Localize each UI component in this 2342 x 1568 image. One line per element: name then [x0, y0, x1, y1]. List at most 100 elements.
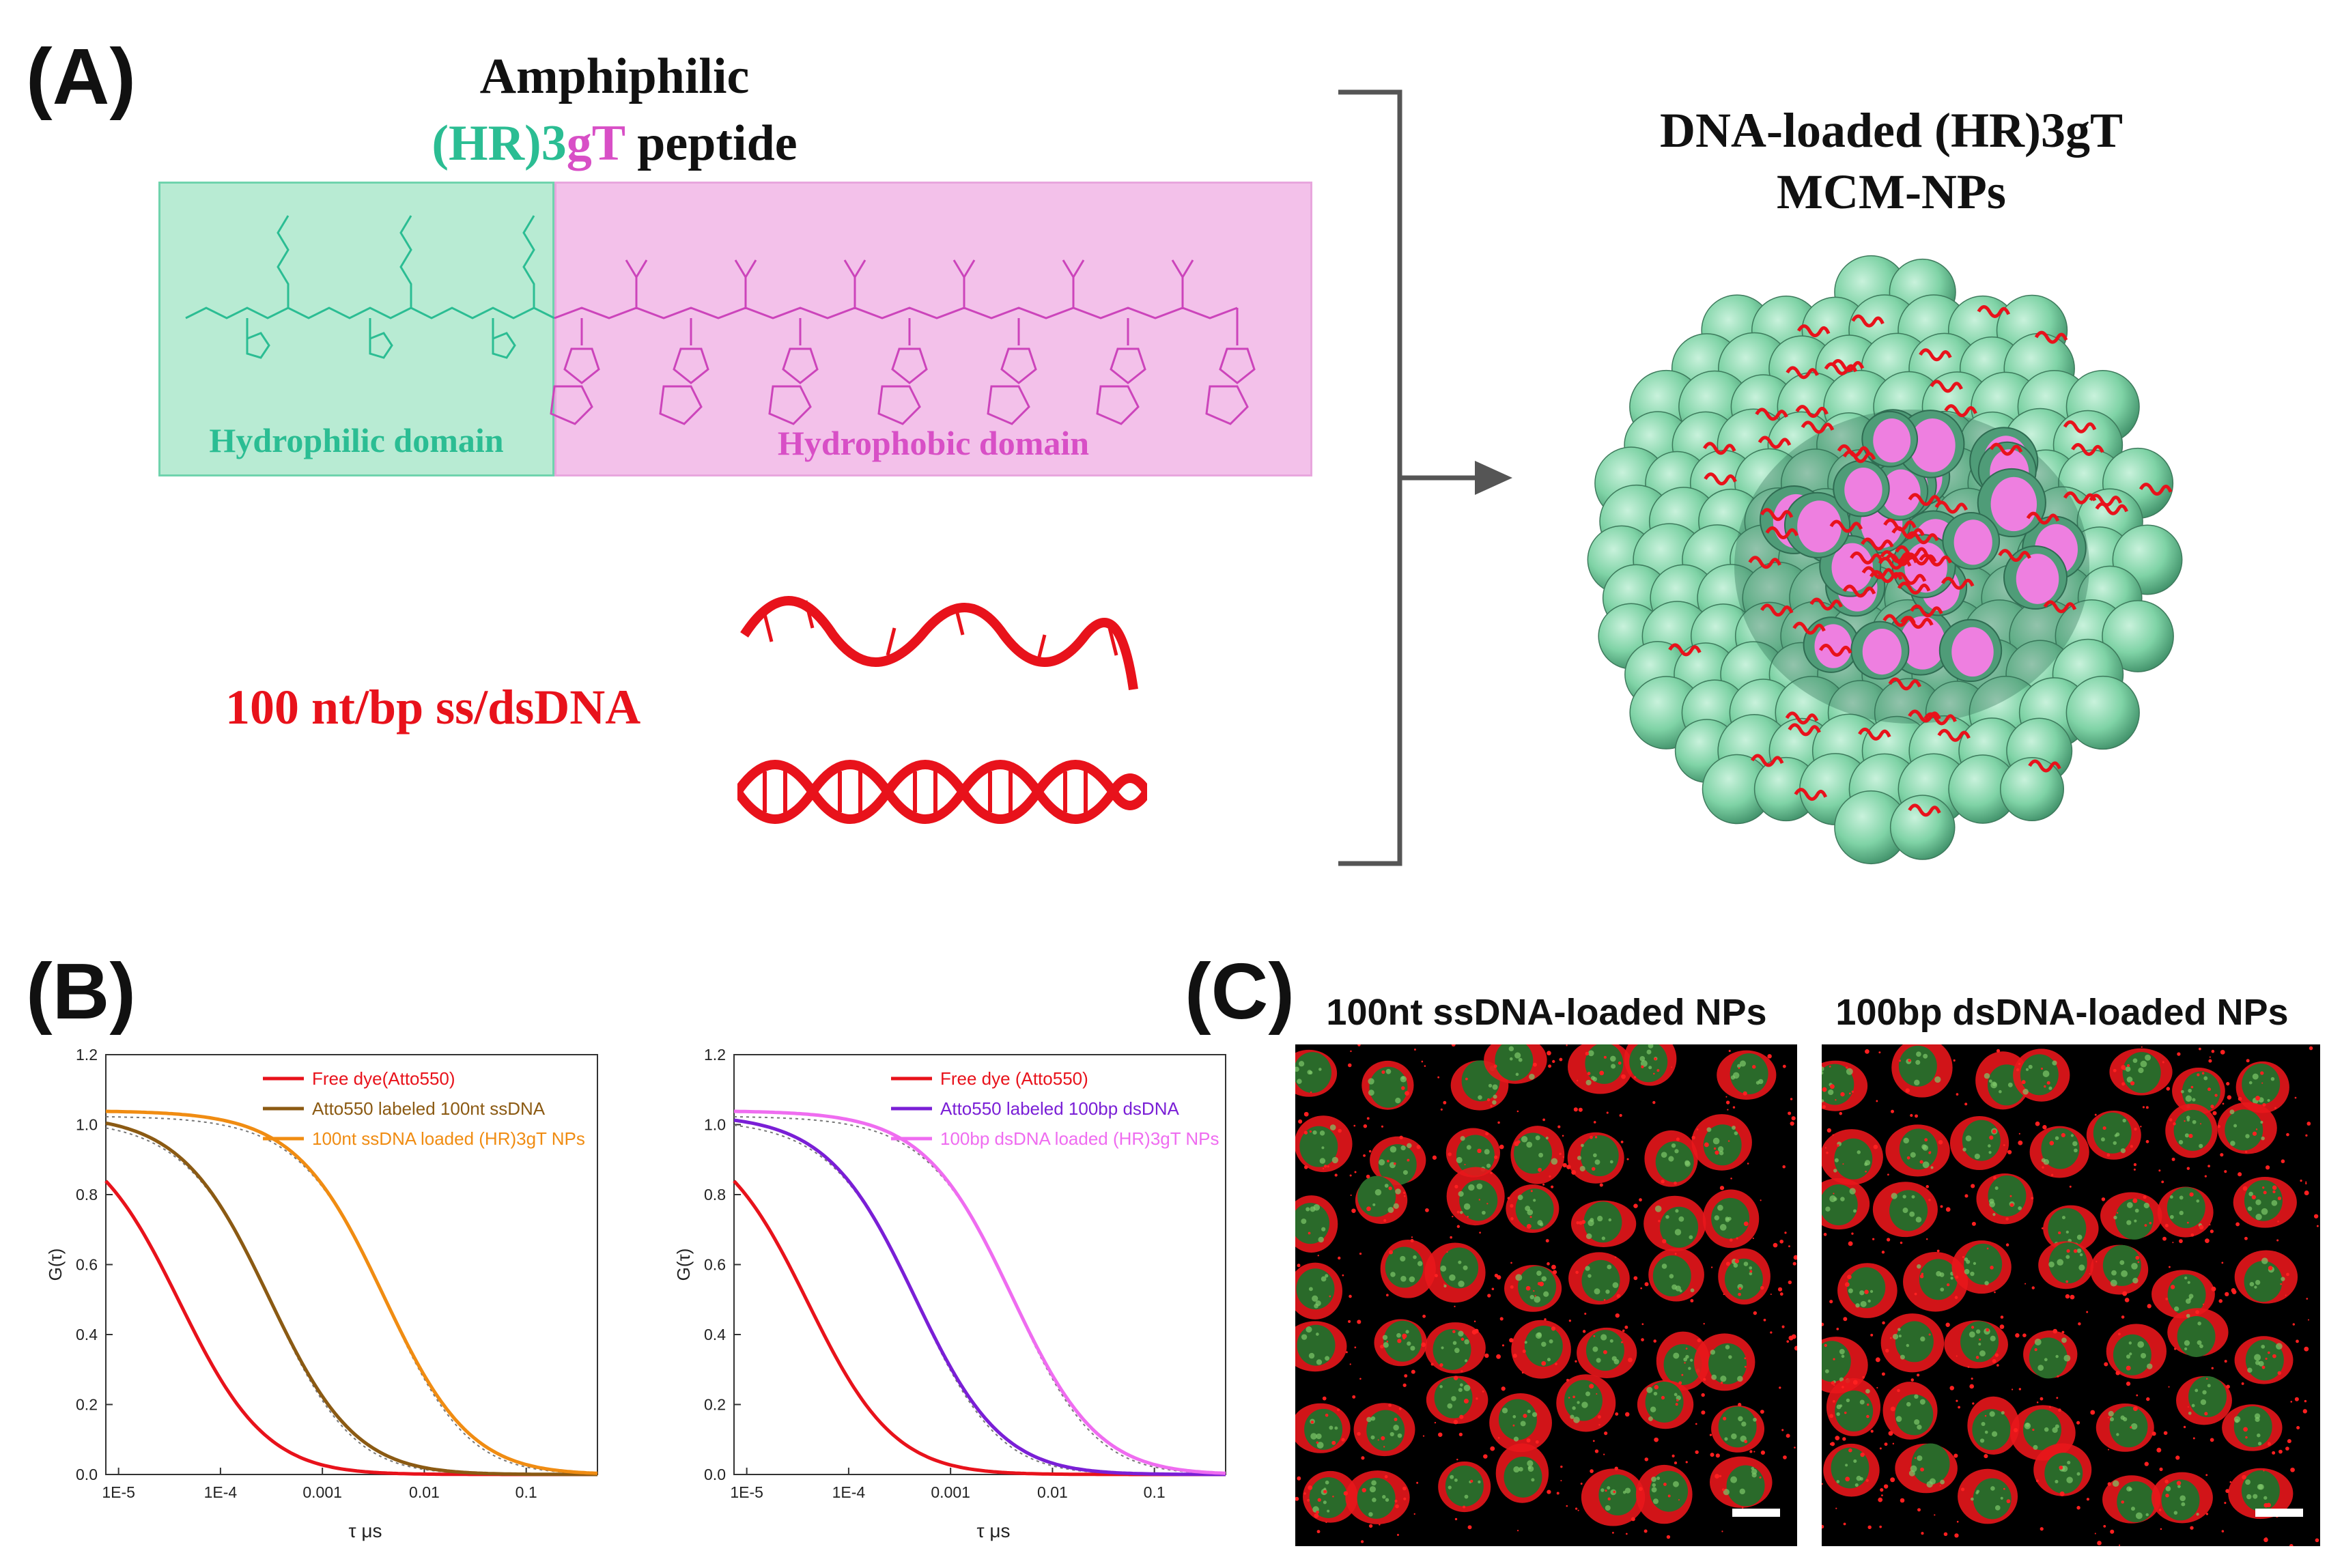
red-speck	[1782, 1165, 1786, 1169]
nucleus-speckle	[2126, 1220, 2132, 1225]
nucleus-speckle	[1906, 1401, 1911, 1407]
x-tick-label: 0.1	[516, 1483, 537, 1501]
nucleus-speckle	[1749, 1272, 1753, 1276]
nucleus-speckle	[1914, 1079, 1920, 1086]
red-speck	[2007, 1150, 2012, 1154]
nucleus-speckle	[1464, 1494, 1469, 1499]
red-speck	[1410, 1239, 1414, 1242]
nucleus-speckle	[1992, 1082, 1997, 1087]
red-speck	[1597, 1415, 1601, 1419]
nucleus-speckle	[1319, 1158, 1326, 1164]
nucleus-speckle	[1297, 1079, 1302, 1084]
surface-dna	[1934, 500, 1969, 514]
red-speck	[1545, 1239, 1549, 1243]
nucleus-speckle	[1310, 1433, 1317, 1440]
nucleus-speckle	[1525, 1206, 1531, 1212]
red-speck	[1992, 1359, 1997, 1363]
nucleus-speckle	[1400, 1145, 1406, 1151]
red-speck	[2018, 1062, 2021, 1066]
cell-nucleus	[1655, 1141, 1694, 1182]
nucleus-speckle	[1822, 1099, 1824, 1102]
red-speck	[1323, 1489, 1327, 1494]
red-speck	[1881, 1251, 1885, 1254]
histidine-ring	[492, 332, 516, 359]
nucleus-speckle	[2169, 1195, 2173, 1199]
red-speck	[2198, 1047, 2201, 1051]
nucleus-speckle	[2076, 1234, 2083, 1240]
surface-dna	[1937, 728, 1971, 742]
red-speck	[1920, 1467, 1924, 1472]
series-line	[105, 1109, 598, 1475]
cell-nucleus	[1369, 1066, 1408, 1108]
cell-nucleus	[2233, 1406, 2272, 1448]
cell-nucleus	[2048, 1242, 2087, 1284]
nucleus-speckle	[2044, 1427, 2049, 1432]
cut-sphere-core	[1881, 469, 1921, 516]
red-speck	[2009, 1195, 2012, 1197]
red-speck	[1824, 1147, 1826, 1149]
nucleus-speckle	[1848, 1288, 1853, 1294]
nucleus-speckle	[2135, 1512, 2143, 1520]
red-speck	[1606, 1111, 1609, 1114]
red-speck	[1510, 1203, 1514, 1208]
nucleus-speckle	[1892, 1333, 1899, 1340]
nucleus-speckle	[1674, 1393, 1678, 1397]
nucleus-speckle	[2131, 1263, 2138, 1270]
red-speck	[1829, 1414, 1834, 1419]
nucleus-speckle	[1312, 1295, 1318, 1302]
red-speck	[2190, 1233, 2195, 1237]
nucleus-speckle	[1543, 1291, 1549, 1297]
red-speck	[1925, 1238, 1928, 1240]
nucleus-speckle	[1929, 1478, 1936, 1485]
surface-dna	[1824, 362, 1858, 375]
nucleus-speckle	[2248, 1191, 2253, 1197]
nucleus-speckle	[1859, 1399, 1865, 1405]
red-speck	[1537, 1282, 1541, 1285]
np-title-line1: DNA-loaded (HR)3gT	[1660, 103, 2123, 158]
nucleus-speckle	[1969, 1331, 1975, 1338]
nucleus-speckle	[1853, 1459, 1857, 1463]
red-speck	[2197, 1073, 2200, 1077]
red-speck	[2226, 1081, 2230, 1086]
red-speck	[1613, 1490, 1616, 1494]
red-speck	[1954, 1296, 1958, 1299]
cut-sphere-core	[1862, 628, 1902, 675]
red-speck	[1752, 1237, 1754, 1240]
red-speck	[2016, 1068, 2020, 1072]
red-speck	[1684, 1362, 1686, 1364]
nucleus-speckle	[1316, 1433, 1322, 1440]
surface-dna	[2063, 420, 2097, 433]
nucleus-speckle	[1908, 1470, 1915, 1477]
nucleus-speckle	[2140, 1060, 2147, 1068]
nucleus-speckle	[2061, 1337, 2067, 1343]
nucleus-speckle	[1609, 1339, 1613, 1343]
red-speck	[2117, 1332, 2121, 1336]
red-speck	[1465, 1077, 1468, 1081]
red-speck	[1725, 1100, 1730, 1104]
cell-nucleus	[1911, 1443, 1950, 1485]
nucleus-speckle	[1401, 1076, 1405, 1080]
nucleus-speckle	[1323, 1500, 1327, 1505]
red-speck	[2040, 1397, 2044, 1401]
red-speck	[1921, 1532, 1924, 1535]
red-speck	[2110, 1529, 2115, 1534]
red-speck	[1452, 1215, 1454, 1218]
red-speck	[1308, 1485, 1313, 1490]
cell-nucleus	[1583, 1201, 1622, 1243]
red-speck	[2265, 1357, 2268, 1360]
red-speck	[1962, 1255, 1965, 1259]
red-speck	[2238, 1172, 2242, 1177]
red-speck	[1971, 1326, 1975, 1329]
nucleus-speckle	[2184, 1133, 2189, 1138]
red-speck	[1572, 1395, 1575, 1399]
red-speck	[1964, 1194, 1969, 1198]
cell-nucleus	[1585, 1044, 1624, 1084]
red-speck	[1744, 1365, 1747, 1368]
red-speck	[1671, 1454, 1675, 1457]
nucleus-speckle	[1990, 1335, 1996, 1341]
nucleus-speckle	[1541, 1341, 1547, 1348]
nucleus-speckle	[2195, 1388, 2199, 1393]
image-left-title: 100nt ssDNA-loaded NPs	[1326, 992, 1767, 1033]
ssdna-bases	[763, 600, 1118, 663]
cell-nucleus	[1988, 1175, 2027, 1216]
